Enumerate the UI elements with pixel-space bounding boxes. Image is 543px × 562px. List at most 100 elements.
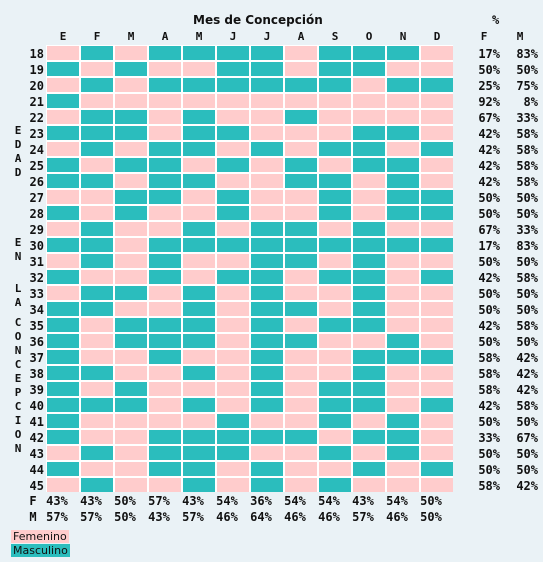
percent-row: 42% 58% [462,318,542,334]
footer-male-value: 46% [318,510,340,524]
cell-masculino [217,430,249,444]
cell-masculino [81,302,113,316]
cell-masculino [217,46,249,60]
cell-femenino [217,286,249,300]
cell-masculino [353,350,385,364]
cell-masculino [251,46,283,60]
cell-masculino [319,446,351,460]
age-label: 42 [29,431,44,445]
age-label: 30 [29,239,44,253]
age-label: 39 [29,383,44,397]
male-percent: 33% [516,111,538,125]
age-label: 37 [29,351,44,365]
cell-femenino [217,478,249,492]
cell-masculino [183,110,215,124]
cell-femenino [421,222,453,236]
percent-row: 50% 50% [462,62,542,78]
cell-femenino [353,190,385,204]
cell-masculino [183,462,215,476]
cell-masculino [319,318,351,332]
cell-masculino [149,270,181,284]
cell-femenino [115,238,147,252]
vertical-label-letter: E [14,372,22,385]
footer-male-value: 50% [114,510,136,524]
footer-male-value: 46% [386,510,408,524]
cell-femenino [149,478,181,492]
cell-masculino [183,174,215,188]
vertical-label-letter: D [14,166,22,179]
cell-femenino [81,382,113,396]
cell-femenino [251,174,283,188]
cell-masculino [421,270,453,284]
cell-femenino [421,254,453,268]
cell-femenino [115,46,147,60]
cell-masculino [251,238,283,252]
footer-male-value: 57% [80,510,102,524]
cell-masculino [47,174,79,188]
cell-femenino [115,462,147,476]
footer-female-value: 54% [386,494,408,508]
cell-femenino [387,286,419,300]
age-label: 34 [29,303,44,317]
footer-female-value: 43% [80,494,102,508]
cell-femenino [421,366,453,380]
age-label: 45 [29,479,44,493]
cell-femenino [81,334,113,348]
cell-masculino [115,110,147,124]
cell-femenino [387,254,419,268]
cell-masculino [81,446,113,460]
cell-masculino [115,206,147,220]
age-label: 38 [29,367,44,381]
cell-femenino [81,158,113,172]
cell-masculino [421,238,453,252]
cell-femenino [285,206,317,220]
cell-femenino [81,430,113,444]
cell-masculino [115,398,147,412]
cell-femenino [47,110,79,124]
male-percent: 50% [516,191,538,205]
female-percent: 50% [478,207,500,221]
cell-masculino [149,174,181,188]
cell-masculino [81,222,113,236]
female-percent: 33% [478,431,500,445]
cell-femenino [421,382,453,396]
cell-masculino [285,302,317,316]
month-header-5: J [229,30,237,43]
cell-masculino [47,398,79,412]
cell-femenino [353,174,385,188]
cell-masculino [353,62,385,76]
cell-masculino [47,270,79,284]
cell-masculino [319,414,351,428]
cell-femenino [387,94,419,108]
cell-femenino [149,414,181,428]
cell-masculino [353,398,385,412]
age-label: 29 [29,223,44,237]
cell-masculino [47,126,79,140]
cell-femenino [285,414,317,428]
female-percent: 17% [478,47,500,61]
cell-masculino [353,382,385,396]
cell-femenino [387,222,419,236]
cell-masculino [115,334,147,348]
cell-masculino [353,46,385,60]
cell-masculino [285,222,317,236]
vertical-label-letter: P [14,386,22,399]
cell-masculino [81,110,113,124]
cell-femenino [149,126,181,140]
cell-femenino [387,270,419,284]
cell-masculino [421,350,453,364]
cell-masculino [251,334,283,348]
percent-row: 42% 58% [462,142,542,158]
month-header-1: F [93,30,101,43]
cell-masculino [47,382,79,396]
male-percent: 58% [516,143,538,157]
cell-femenino [81,62,113,76]
cell-femenino [115,94,147,108]
male-percent: 58% [516,399,538,413]
percent-column: 17% 83% 50% 50% 25% 75% 92% 8% 67% 33% 42% 58% 42% 5… [462,46,542,494]
cell-masculino [353,222,385,236]
cell-femenino [149,62,181,76]
footer-male-value: 43% [148,510,170,524]
cell-masculino [81,46,113,60]
male-percent: 50% [516,415,538,429]
